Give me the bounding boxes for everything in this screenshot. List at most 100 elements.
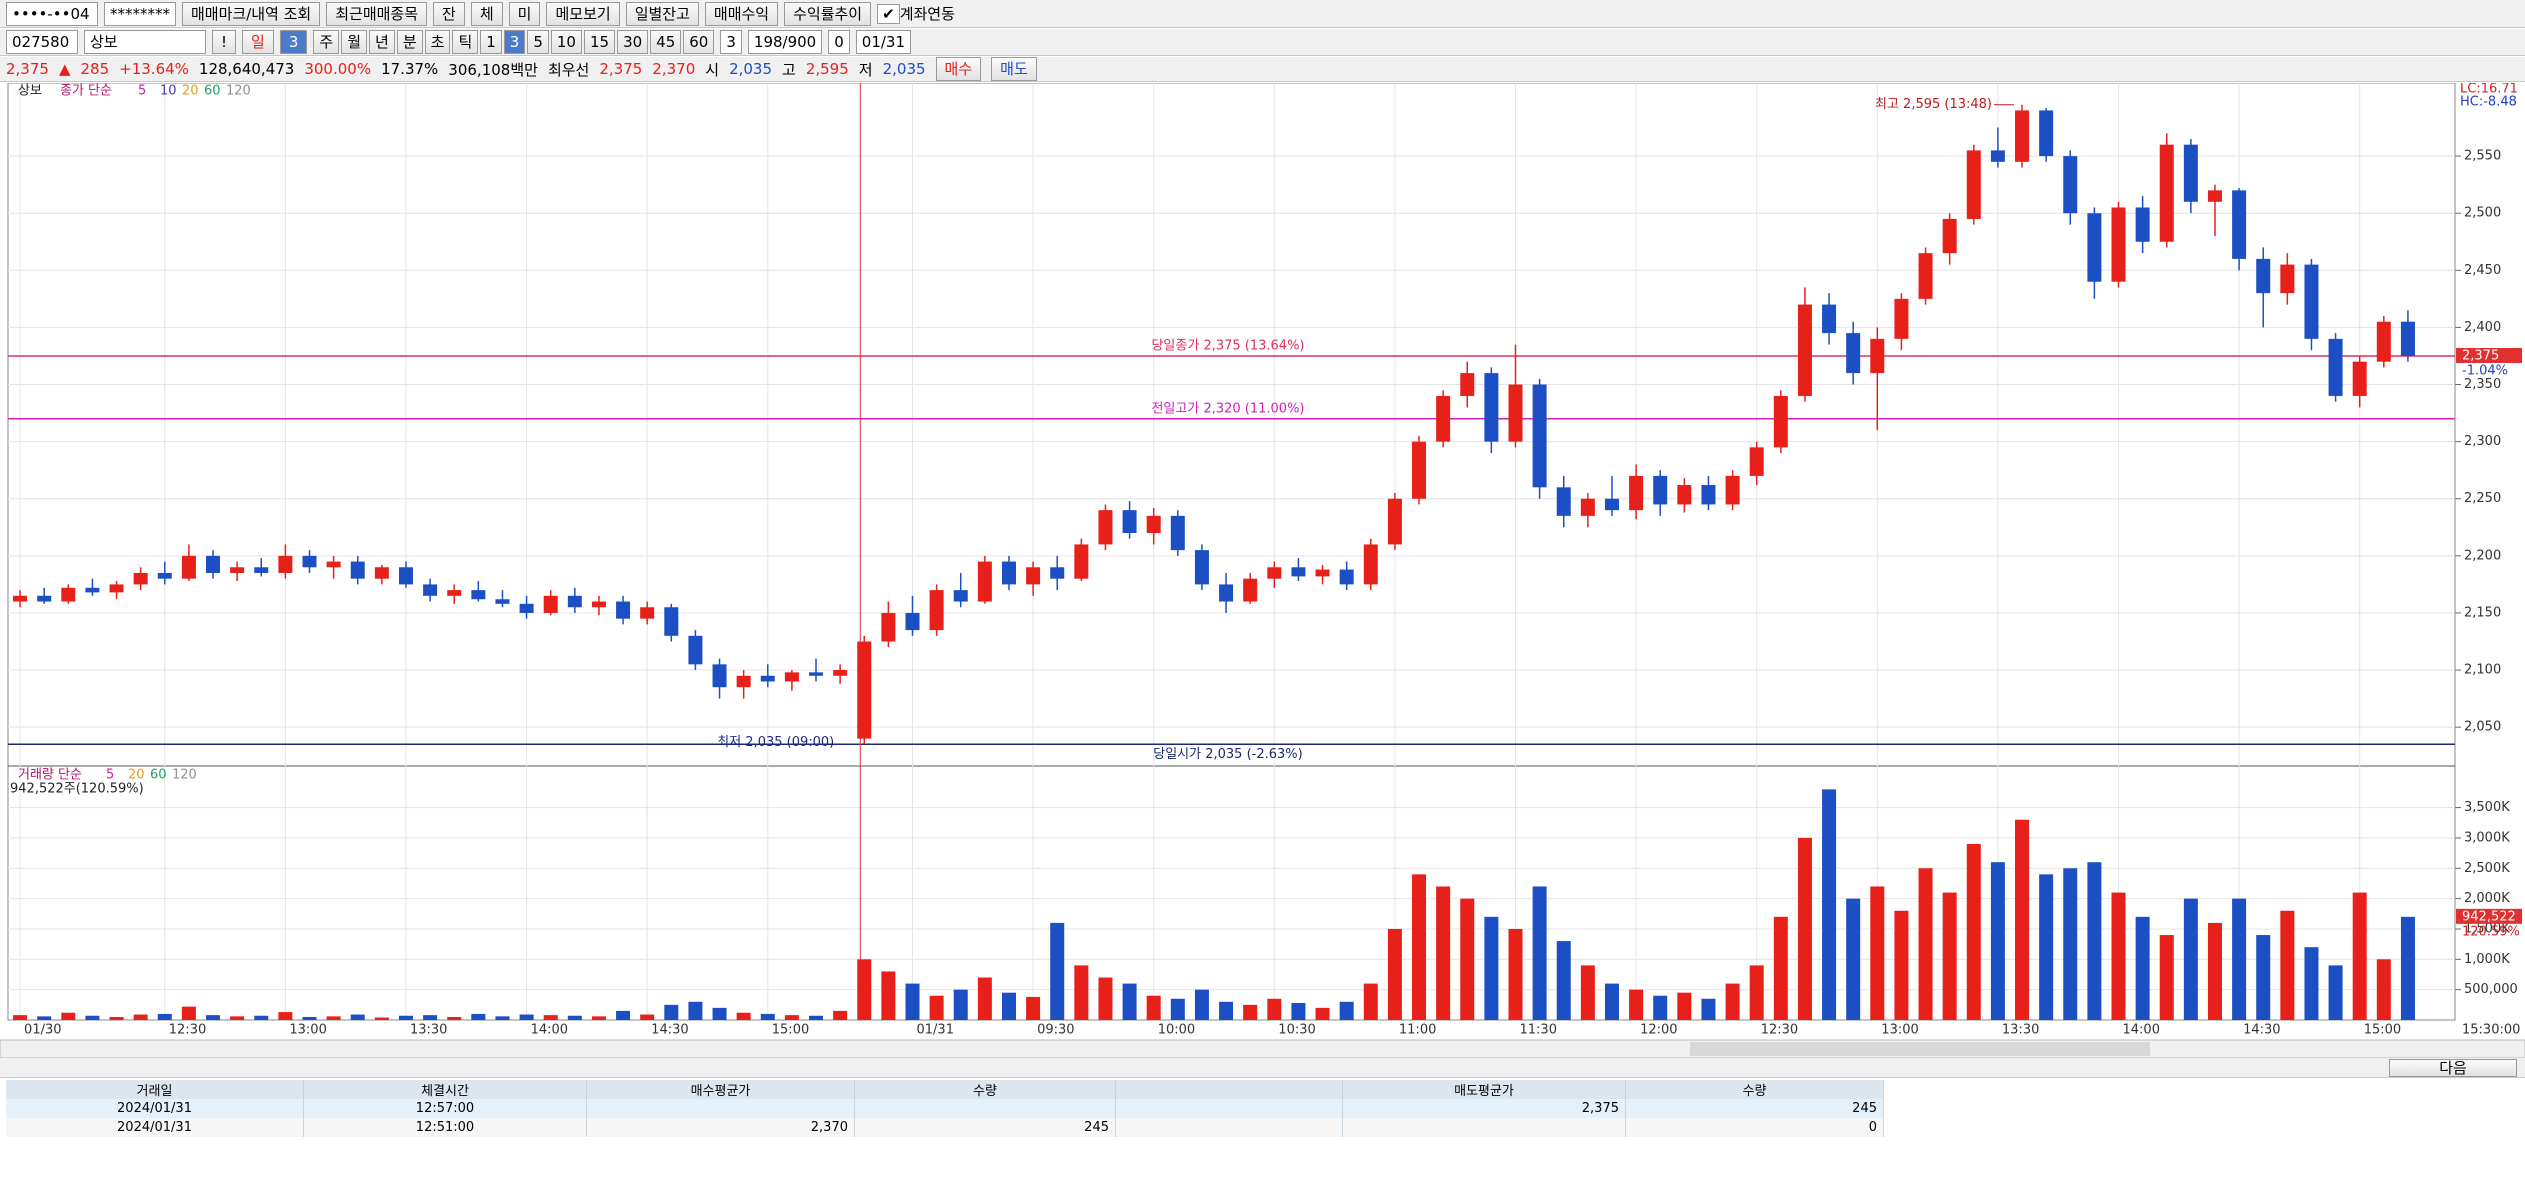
volume-bar [1363, 983, 1378, 1020]
code[interactable]: 027580 [6, 30, 78, 54]
sell-button[interactable]: 매도 [991, 57, 1037, 81]
candle-body [302, 555, 317, 568]
y-tick-label: 2,150 [2464, 605, 2501, 620]
next-button[interactable]: 다음 [2389, 1058, 2517, 1077]
period-button[interactable]: 초 [424, 30, 451, 54]
candle-body [712, 664, 727, 688]
volume-bar [1942, 892, 1957, 1020]
volume-bar [1412, 874, 1427, 1020]
x-tick-label: 14:00 [531, 1023, 568, 1038]
toolbar-button[interactable]: 잔 [433, 1, 465, 26]
account[interactable]: ••••-••04 [6, 1, 98, 26]
x-tick-label: 11:00 [1399, 1023, 1436, 1038]
period-button[interactable]: 3 [503, 30, 526, 54]
volume-bar [953, 989, 968, 1020]
toolbar-button[interactable]: 체 [470, 1, 503, 26]
candle-body [1508, 384, 1523, 442]
period-button[interactable]: 1 [480, 30, 502, 54]
volume-bar [495, 1016, 510, 1020]
period-button[interactable]: 주 [313, 30, 340, 54]
volume-bar [1653, 995, 1668, 1020]
candle-body [2183, 144, 2198, 202]
period-button[interactable]: 10 [550, 30, 582, 54]
period-button[interactable]: 45 [650, 30, 682, 54]
minute[interactable]: 3 [720, 30, 742, 54]
volume-bar [2015, 819, 2030, 1020]
candle-body [1074, 544, 1089, 579]
x-tick-label: 01/30 [24, 1023, 61, 1038]
stock-name[interactable]: 상보 [84, 30, 206, 54]
volume-bar [326, 1016, 341, 1020]
period-button[interactable]: 60 [683, 30, 715, 54]
volume-bar [591, 1016, 606, 1020]
volume-bar [1966, 844, 1981, 1020]
candle-body [1918, 253, 1933, 299]
cell: 0 [1625, 1118, 1884, 1137]
password[interactable]: ******** [104, 1, 176, 26]
x-tick-label: 10:30 [1278, 1023, 1315, 1038]
candle-body [2280, 264, 2295, 294]
period-day[interactable]: 일 [242, 30, 274, 54]
vol-tag-text: 942,522 [2462, 909, 2516, 924]
period-button[interactable]: 틱 [452, 30, 479, 54]
candle-body [1387, 498, 1402, 545]
candle-body [181, 555, 196, 579]
link-checkbox[interactable]: ✔ 계좌연동 [877, 3, 955, 24]
period-count[interactable]: 3 [279, 30, 308, 54]
vol-tick-label: 3,500K [2464, 800, 2510, 815]
candle-body [1484, 373, 1499, 442]
period-list: 주 월 년 분 초 틱 1 3 5 10 15 30 45 60 [313, 30, 715, 54]
buy-button[interactable]: 매수 [935, 57, 982, 81]
cell: 245 [854, 1118, 1116, 1137]
period-button[interactable]: 15 [583, 30, 616, 54]
candle-body [37, 595, 52, 602]
cell [854, 1099, 1116, 1118]
turnover: 17.37% [381, 60, 439, 78]
volume-bar [1749, 965, 1764, 1020]
open-label: 시 [705, 60, 720, 79]
volume-bar [2352, 892, 2367, 1020]
volume-bar [519, 1014, 534, 1020]
candle-body [1942, 218, 1957, 254]
period-button[interactable]: 월 [341, 30, 367, 54]
date[interactable]: 01/31 [855, 30, 912, 54]
vol-tick-label: 1,000K [2464, 952, 2510, 967]
toolbar-button[interactable]: 매매마크/내역 조회 [182, 1, 321, 26]
volume-bar [1339, 1001, 1354, 1020]
scroll-thumb[interactable] [1690, 1042, 2150, 1056]
vol-tick-label: 500,000 [2464, 982, 2518, 997]
toolbar-button[interactable]: 일별잔고 [625, 1, 699, 26]
x-tick-label: 15:00 [2364, 1023, 2401, 1038]
period-button[interactable]: 년 [369, 30, 395, 54]
table-row[interactable]: 2024/01/31 12:57:00 2,375 245 [6, 1099, 1884, 1118]
period-button[interactable]: 분 [396, 30, 423, 54]
zero[interactable]: 0 [828, 30, 850, 54]
toolbar-button[interactable]: 매매수익 [704, 1, 779, 26]
volume-bar [471, 1013, 486, 1020]
candle-body [2256, 258, 2271, 294]
toolbar-button[interactable]: 미 [508, 1, 541, 26]
toolbar-button[interactable]: 최근매매종목 [326, 1, 428, 26]
volume-ratio: 300.00% [304, 60, 372, 78]
x-tick-label: 13:30 [410, 1023, 447, 1038]
count[interactable]: 198/900 [747, 30, 823, 54]
volume-bar [1001, 992, 1016, 1020]
price-tag-text: 2,375 [2462, 348, 2499, 363]
toolbar: ••••-••04 ******** 매매마크/내역 조회 최근매매종목 잔 체 미 메모… [0, 0, 2525, 28]
alert[interactable]: ! [212, 30, 237, 54]
volume-bar [809, 1015, 824, 1020]
candle-body [760, 675, 775, 682]
candle-body [1990, 150, 2005, 162]
table-row[interactable]: 2024/01/31 12:51:00 2,370 245 0 [6, 1118, 1884, 1137]
toolbar-button[interactable]: 메모보기 [546, 1, 620, 26]
period-button[interactable]: 5 [527, 30, 549, 54]
vol-info: 942,522주(120.59%) [10, 782, 144, 797]
candle-body [1701, 485, 1716, 505]
period-button[interactable]: 30 [617, 30, 649, 54]
cell: 12:57:00 [303, 1099, 587, 1118]
candle-body [1146, 515, 1161, 534]
volume: 128,640,473 [198, 60, 295, 78]
toolbar-button[interactable]: 수익률추이 [784, 1, 872, 26]
candle-body [857, 641, 872, 739]
best-label: 최우선 [547, 60, 590, 79]
